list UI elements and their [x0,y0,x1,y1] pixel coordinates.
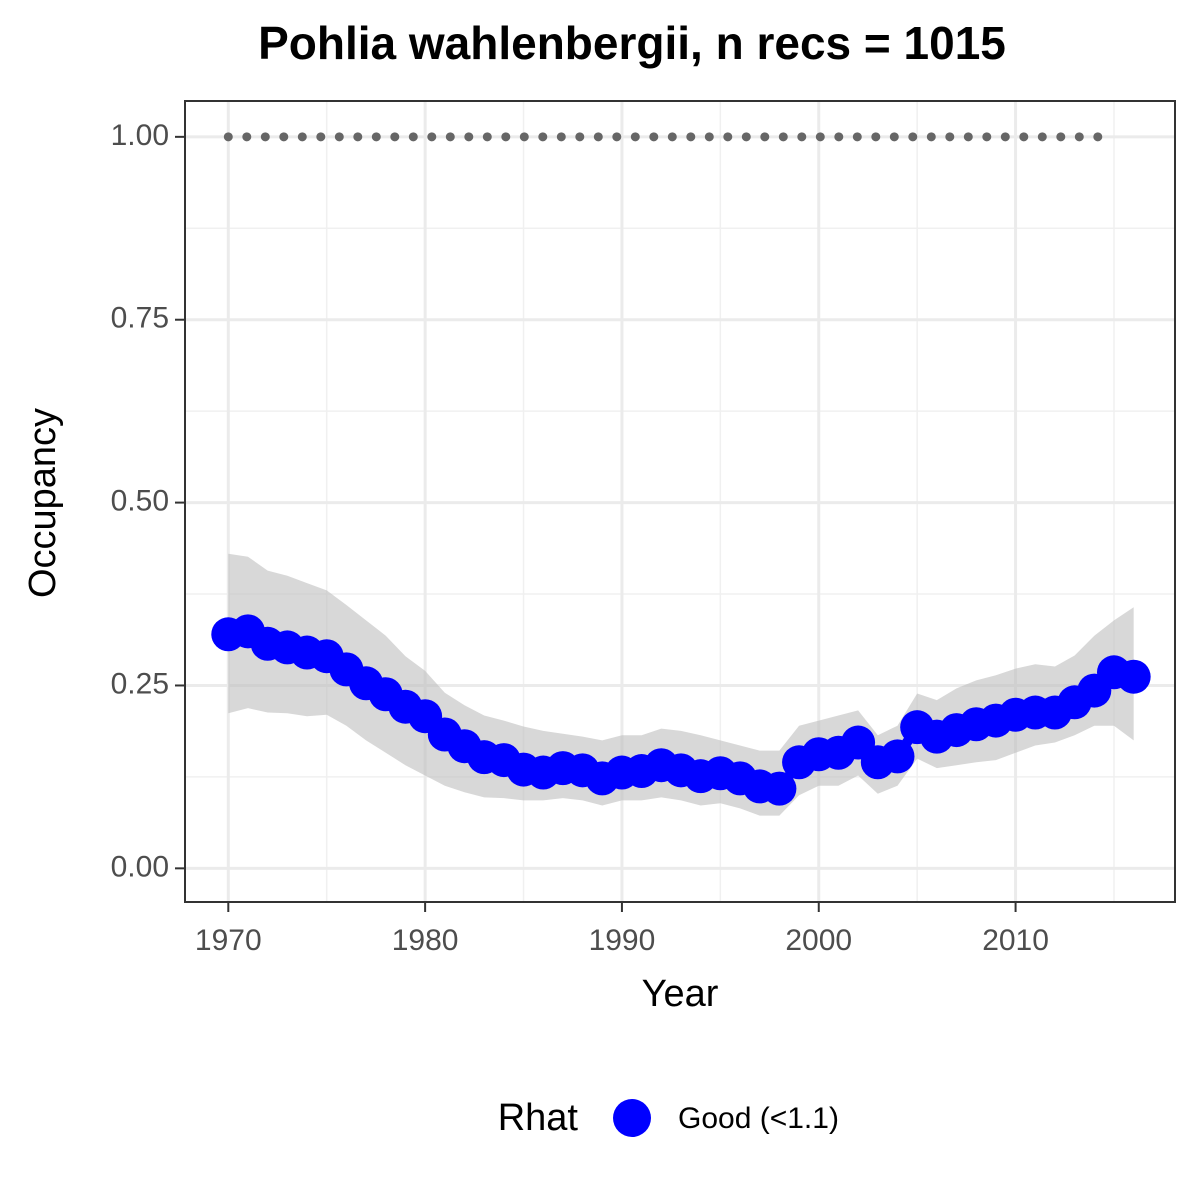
x-tick-label: 1980 [392,924,459,957]
legend-label: Good (<1.1) [678,1102,839,1135]
y-tick-label: 0.50 [111,485,169,518]
point [880,739,915,774]
y-tick-label: 1.00 [111,119,169,152]
y-axis-label: Occupancy [22,408,64,598]
point [762,771,797,806]
legend-title: Rhat [498,1097,579,1139]
x-tick-label: 2000 [785,924,852,957]
y-tick-label: 0.75 [111,302,169,335]
legend-marker [613,1099,651,1137]
x-tick-label: 1990 [589,924,656,957]
x-tick-label: 1970 [195,924,262,957]
plot-border [184,100,1176,903]
chart-title: Pohlia wahlenbergii, n recs = 1015 [258,17,1006,69]
y-tick-label: 0.00 [111,850,169,883]
y-tick-label: 0.25 [111,667,169,700]
point [1116,659,1151,694]
x-tick-label: 2010 [982,924,1049,957]
x-axis-label: Year [642,973,719,1015]
